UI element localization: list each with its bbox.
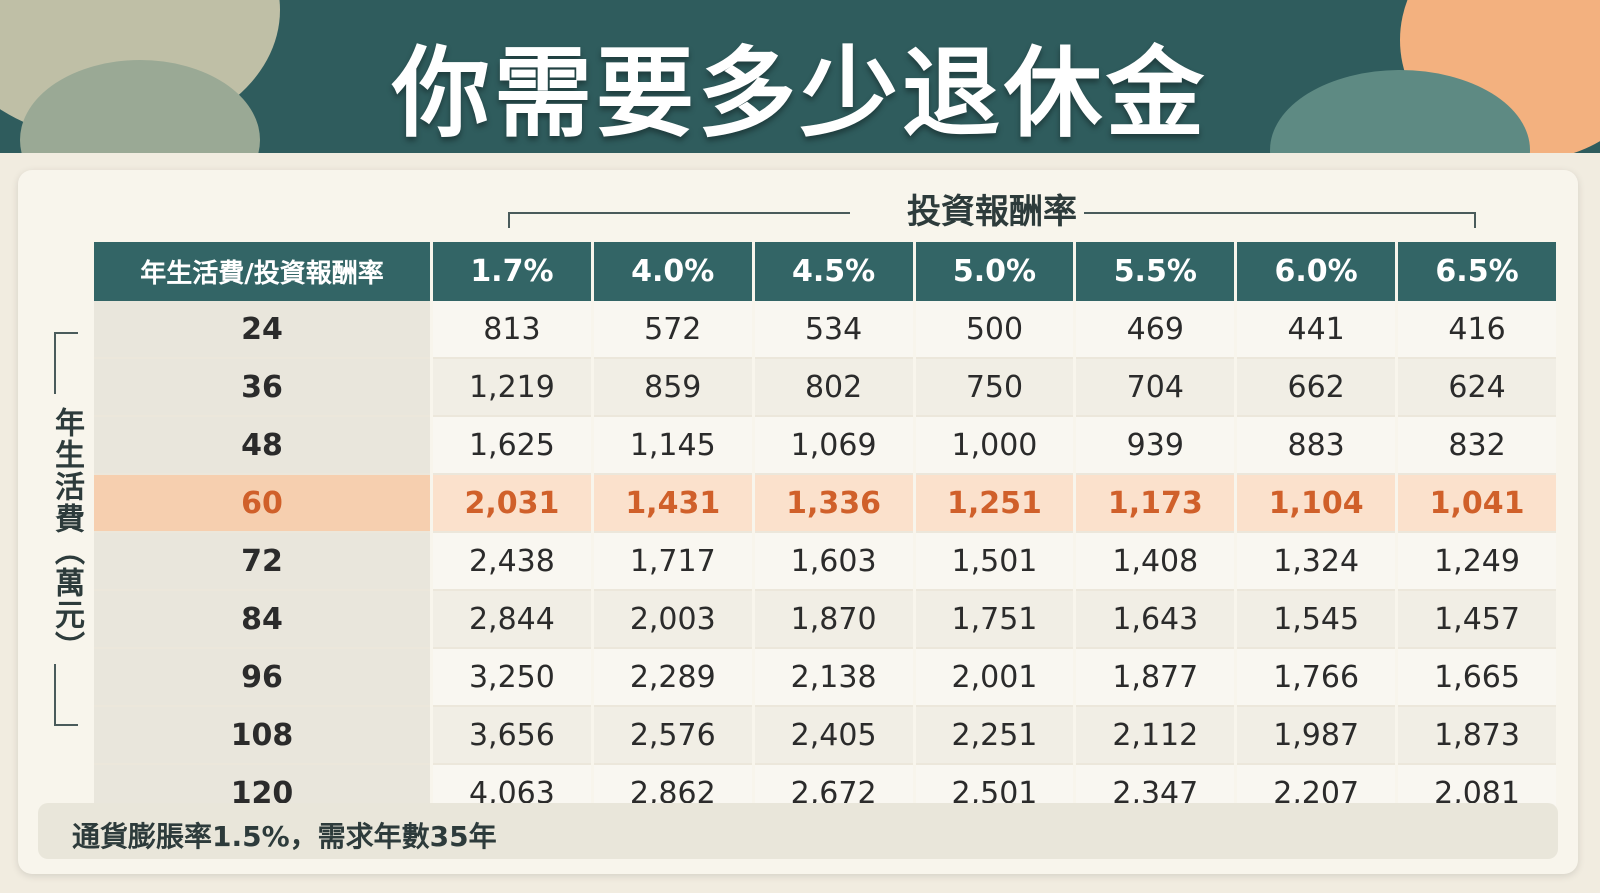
header-cell: 4.0% xyxy=(592,242,755,301)
table-cell: 1,069 xyxy=(753,416,916,475)
table-cell: 859 xyxy=(592,358,755,417)
table-cell: 2,405 xyxy=(753,706,916,765)
table-cell: 704 xyxy=(1074,358,1238,417)
row-header-cell: 24 xyxy=(94,301,433,359)
table-cell: 802 xyxy=(753,358,916,417)
header-cell: 5.0% xyxy=(914,242,1077,301)
table-row: 60 2,031 1,431 1,336 1,251 1,173 1,104 1,041 xyxy=(94,474,1559,533)
table-cell: 813 xyxy=(431,301,594,359)
table-cell: 572 xyxy=(592,301,755,359)
footer-note: 通貨膨脹率1.5%，需求年數35年 xyxy=(38,803,1558,859)
table-cell: 1,987 xyxy=(1235,706,1399,765)
table-cell: 1,324 xyxy=(1235,532,1399,591)
slide-title: 你需要多少退休金 xyxy=(391,37,1208,151)
table-row: 72 2,438 1,717 1,603 1,501 1,408 1,324 1,249 xyxy=(94,532,1559,591)
row-header-cell: 48 xyxy=(94,416,433,475)
table-cell: 1,766 xyxy=(1235,648,1399,707)
retirement-table: 年生活費/投資報酬率 1.7% 4.0% 4.5% 5.0% 5.5% 6.0% 6.5% 2… xyxy=(94,242,1559,823)
table-cell: 1,877 xyxy=(1074,648,1238,707)
table-cell: 1,665 xyxy=(1396,648,1559,707)
table-cell: 832 xyxy=(1396,416,1559,475)
table-cell: 1,336 xyxy=(753,474,916,533)
table-cell: 416 xyxy=(1396,301,1559,359)
row-header-cell: 96 xyxy=(94,648,433,707)
table-cell: 469 xyxy=(1074,301,1238,359)
table-cell: 1,145 xyxy=(592,416,755,475)
table-cell: 1,251 xyxy=(914,474,1077,533)
table-cell: 1,501 xyxy=(914,532,1077,591)
table-cell: 1,249 xyxy=(1396,532,1559,591)
header-cell: 年生活費/投資報酬率 xyxy=(94,242,433,301)
header-row: 年生活費/投資報酬率 1.7% 4.0% 4.5% 5.0% 5.5% 6.0% 6.5% xyxy=(94,242,1559,301)
table-cell: 1,408 xyxy=(1074,532,1238,591)
header-cell: 1.7% xyxy=(431,242,594,301)
table-cell: 2,112 xyxy=(1074,706,1238,765)
table-row: 96 3,250 2,289 2,138 2,001 1,877 1,766 1,665 xyxy=(94,648,1559,707)
table-row: 84 2,844 2,003 1,870 1,751 1,643 1,545 1,457 xyxy=(94,590,1559,649)
table-cell: 1,751 xyxy=(914,590,1077,649)
row-header-cell: 60 xyxy=(94,474,433,533)
table-cell: 3,656 xyxy=(431,706,594,765)
note-text: 通貨膨脹率1.5%，需求年數35年 xyxy=(72,820,497,853)
header-cell: 4.5% xyxy=(753,242,916,301)
table-cell: 2,438 xyxy=(431,532,594,591)
table-cell: 1,717 xyxy=(592,532,755,591)
table-cell: 1,545 xyxy=(1235,590,1399,649)
row-header-cell: 72 xyxy=(94,532,433,591)
table-row: 36 1,219 859 802 750 704 662 624 xyxy=(94,358,1559,417)
table-cell: 534 xyxy=(753,301,916,359)
row-header-cell: 108 xyxy=(94,706,433,765)
table-row: 108 3,656 2,576 2,405 2,251 2,112 1,987 1,873 xyxy=(94,706,1559,765)
row-group: 年生活費（萬元） xyxy=(36,330,96,726)
table-cell: 2,031 xyxy=(431,474,594,533)
table-cell: 1,625 xyxy=(431,416,594,475)
table-cell: 2,003 xyxy=(592,590,755,649)
table-cell: 2,251 xyxy=(914,706,1077,765)
table-cell: 500 xyxy=(914,301,1077,359)
header-cell: 6.5% xyxy=(1396,242,1559,301)
table-cell: 750 xyxy=(914,358,1077,417)
bracket xyxy=(508,212,850,228)
table-cell: 3,250 xyxy=(431,648,594,707)
column-group: 投資報酬率 xyxy=(508,184,1476,232)
table-row: 48 1,625 1,145 1,069 1,000 939 883 832 xyxy=(94,416,1559,475)
table-cell: 2,844 xyxy=(431,590,594,649)
table-cell: 883 xyxy=(1235,416,1399,475)
table-cell: 1,000 xyxy=(914,416,1077,475)
table-body: 24 813 572 534 500 469 441 416 36 1,219 859 802 750 7… xyxy=(94,301,1559,823)
header-band: 你需要多少退休金 xyxy=(0,0,1600,153)
table-cell: 939 xyxy=(1074,416,1238,475)
table-cell: 1,457 xyxy=(1396,590,1559,649)
table-cell: 1,041 xyxy=(1396,474,1559,533)
table-cell: 1,104 xyxy=(1235,474,1399,533)
table-cell: 1,173 xyxy=(1074,474,1238,533)
table-row: 24 813 572 534 500 469 441 416 xyxy=(94,301,1559,359)
row-group-label: 年生活費（萬元） xyxy=(49,407,84,663)
row-header-cell: 36 xyxy=(94,358,433,417)
table-cell: 1,643 xyxy=(1074,590,1238,649)
table-cell: 1,870 xyxy=(753,590,916,649)
table-cell: 441 xyxy=(1235,301,1399,359)
table-cell: 624 xyxy=(1396,358,1559,417)
table-cell: 1,603 xyxy=(753,532,916,591)
table-cell: 1,873 xyxy=(1396,706,1559,765)
table-cell: 2,289 xyxy=(592,648,755,707)
bracket xyxy=(54,664,78,726)
bracket xyxy=(54,332,78,394)
table-cell: 1,431 xyxy=(592,474,755,533)
header-cell: 5.5% xyxy=(1074,242,1238,301)
table-cell: 2,576 xyxy=(592,706,755,765)
table-cell: 2,001 xyxy=(914,648,1077,707)
table-cell: 662 xyxy=(1235,358,1399,417)
column-group-label: 投資報酬率 xyxy=(907,192,1077,232)
table-cell: 2,138 xyxy=(753,648,916,707)
bracket xyxy=(1084,212,1476,228)
table-cell: 1,219 xyxy=(431,358,594,417)
header-cell: 6.0% xyxy=(1235,242,1399,301)
row-header-cell: 84 xyxy=(94,590,433,649)
